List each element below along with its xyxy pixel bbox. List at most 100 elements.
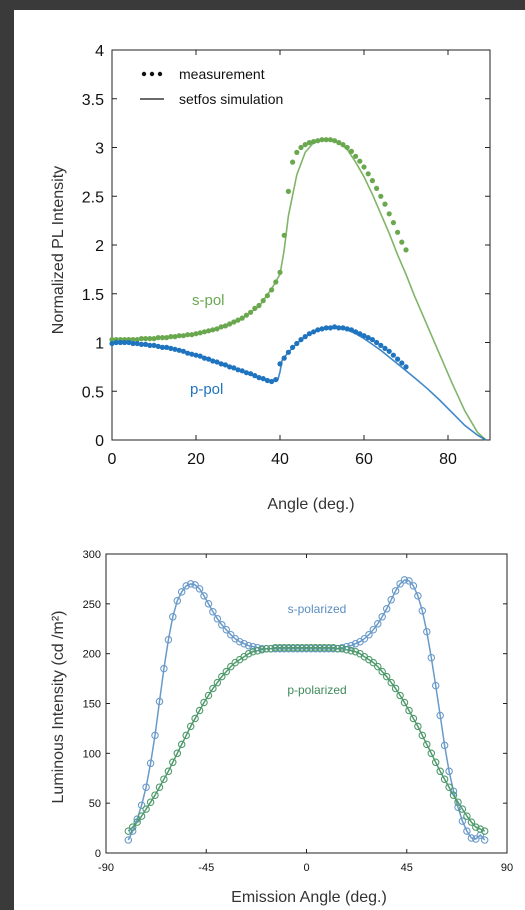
p-pol-measurement-point: [151, 342, 157, 348]
s-pol-measurement-point: [332, 138, 338, 144]
p-pol-measurement-point: [117, 339, 123, 346]
p-polarized-marker: [218, 672, 226, 681]
p-polarized-marker: [414, 722, 422, 731]
y-tick-label: 300: [83, 549, 101, 561]
s-pol-measurement-point: [214, 326, 220, 332]
p-polarized-marker: [454, 798, 462, 806]
top-measurement-points: [109, 137, 409, 385]
s-polarized-marker: [440, 741, 449, 750]
p-pol-measurement-point: [206, 356, 212, 362]
s-polarized-marker: [195, 585, 204, 593]
s-pol-measurement-point: [285, 188, 291, 194]
s-polarized-marker: [128, 827, 137, 835]
s-pol-measurement-point: [399, 239, 405, 245]
s-polarized-marker: [405, 577, 413, 585]
legend-dot: [149, 71, 155, 77]
p-polarized-marker: [458, 805, 467, 813]
p-polarized-marker: [204, 691, 213, 700]
top-plot-frame: [111, 49, 491, 441]
s-pol-measurement-point: [210, 327, 216, 333]
p-polarized-marker: [155, 783, 164, 791]
p-polarized-marker: [271, 643, 280, 652]
s-polarized-marker: [186, 580, 195, 588]
p-pol-measurement-point: [374, 339, 380, 346]
s-pol-measurement-point: [197, 330, 203, 336]
p-pol-measurement-point: [382, 345, 388, 351]
s-pol-measurement-point: [172, 334, 178, 340]
s-pol-measurement-point: [357, 158, 363, 164]
p-polarized-marker: [262, 644, 271, 653]
s-polarized-marker: [467, 834, 476, 842]
p-pol-measurement-point: [239, 368, 245, 374]
s-pol-measurement-point: [189, 332, 195, 338]
p-pol-measurement-point: [222, 362, 228, 368]
p-pol-measurement-point: [378, 342, 384, 348]
s-pol-measurement-point: [159, 335, 165, 341]
p-pol-label: p-pol: [190, 381, 223, 398]
p-pol-measurement-point: [348, 327, 354, 333]
p-pol-measurement-point: [172, 346, 178, 352]
x-tick-label: 0: [303, 862, 309, 874]
p-pol-measurement-point: [176, 347, 182, 353]
p-pol-measurement-point: [227, 364, 233, 370]
p-polarized-marker: [409, 714, 418, 723]
p-polarized-marker: [146, 798, 155, 806]
y-tick-label: 0: [95, 433, 104, 450]
p-pol-measurement-point: [298, 337, 304, 343]
s-pol-measurement-point: [168, 334, 174, 340]
s-polarized-marker: [431, 681, 440, 690]
p-pol-measurement-point: [269, 378, 275, 385]
s-polarized-marker: [387, 596, 395, 604]
y-tick-label: 2: [95, 238, 104, 255]
p-polarized-marker: [449, 791, 458, 799]
y-tick-label: 1: [95, 336, 104, 353]
bottom-lines: [127, 579, 486, 841]
s-polarized-marker: [365, 630, 373, 639]
p-pol-measurement-point: [340, 325, 346, 331]
p-pol-measurement-point: [273, 377, 279, 383]
p-pol-measurement-point: [353, 329, 359, 335]
p-polarized-marker: [476, 825, 485, 833]
s-pol-measurement-point: [306, 140, 312, 146]
p-polarized-marker: [298, 643, 306, 652]
p-polarized-marker: [325, 643, 333, 652]
s-pol-measurement-point: [193, 331, 199, 337]
s-pol-measurement-point: [369, 178, 375, 184]
s-pol-measurement-point: [290, 159, 296, 165]
p-pol-measurement-point: [306, 331, 312, 337]
x-tick-label: 90: [501, 862, 513, 874]
p-polarized-marker: [177, 740, 186, 749]
p-pol-measurement-point: [395, 356, 401, 362]
s-polarized-marker: [235, 637, 244, 646]
s-polarized-marker: [409, 582, 418, 590]
p-pol-measurement-point: [180, 348, 186, 354]
p-polarized-marker: [222, 667, 231, 676]
p-polarized-marker: [267, 644, 275, 653]
s-pol-measurement-point: [185, 332, 191, 338]
s-pol-measurement-point: [281, 232, 287, 238]
s-pol-measurement-point: [340, 142, 346, 148]
s-polarized-marker: [342, 642, 351, 651]
figure-panel: 0 20 40 60 80 0 0.5 1 1.5 2 2.5 3 3.5 4 measurement s…: [14, 10, 525, 910]
p-polarized-marker: [311, 643, 320, 652]
s-pol-measurement-point: [176, 333, 182, 339]
p-polarized-marker: [440, 775, 449, 783]
p-polarized-marker: [374, 662, 382, 671]
p-pol-measurement-point: [365, 335, 371, 341]
s-pol-measurement-point: [344, 144, 350, 151]
p-polarized-marker: [431, 758, 440, 767]
s-pol-measurement-point: [395, 229, 401, 235]
p-pol-measurement-point: [243, 370, 249, 376]
s-polarized-marker: [454, 803, 462, 811]
x-tick-label: 0: [108, 451, 117, 468]
x-tick-label: -45: [198, 862, 214, 874]
x-tick-label: 60: [355, 451, 373, 468]
s-pol-measurement-point: [348, 148, 354, 154]
p-pol-measurement-point: [231, 365, 237, 371]
s-pol-measurement-point: [361, 164, 367, 170]
p-pol-measurement-point: [155, 343, 161, 349]
p-pol-measurement-point: [290, 344, 296, 350]
s-pol-measurement-point: [264, 293, 270, 299]
s-pol-measurement-point: [222, 323, 228, 329]
y-tick-label: 0.5: [82, 384, 104, 401]
